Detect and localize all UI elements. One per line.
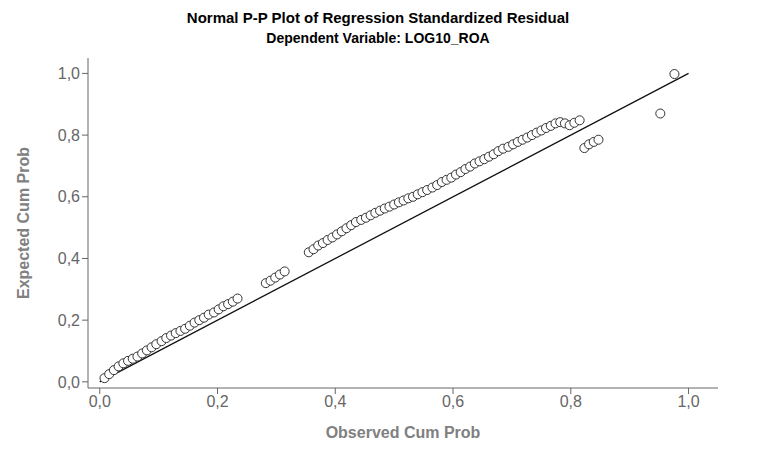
svg-text:0,4: 0,4	[58, 250, 80, 267]
svg-text:0,8: 0,8	[560, 393, 582, 410]
svg-text:0,6: 0,6	[58, 188, 80, 205]
svg-text:0,0: 0,0	[89, 393, 111, 410]
svg-text:Expected Cum Prob: Expected Cum Prob	[15, 147, 32, 299]
svg-text:1,0: 1,0	[58, 65, 80, 82]
svg-text:0,8: 0,8	[58, 127, 80, 144]
svg-text:0,2: 0,2	[58, 312, 80, 329]
html-text:Dependent Variable: LOG10_ROA: Dependent Variable: LOG10_ROA	[266, 30, 490, 46]
svg-text:Observed Cum Prob: Observed Cum Prob	[326, 424, 481, 441]
svg-text:0,4: 0,4	[324, 393, 346, 410]
svg-text:0,6: 0,6	[442, 393, 464, 410]
html-text:Normal P-P Plot of Regression: Normal P-P Plot of Regression Standardiz…	[186, 9, 570, 26]
svg-text:1,0: 1,0	[677, 393, 699, 410]
svg-text:0,0: 0,0	[58, 374, 80, 391]
svg-text:0,2: 0,2	[206, 393, 228, 410]
